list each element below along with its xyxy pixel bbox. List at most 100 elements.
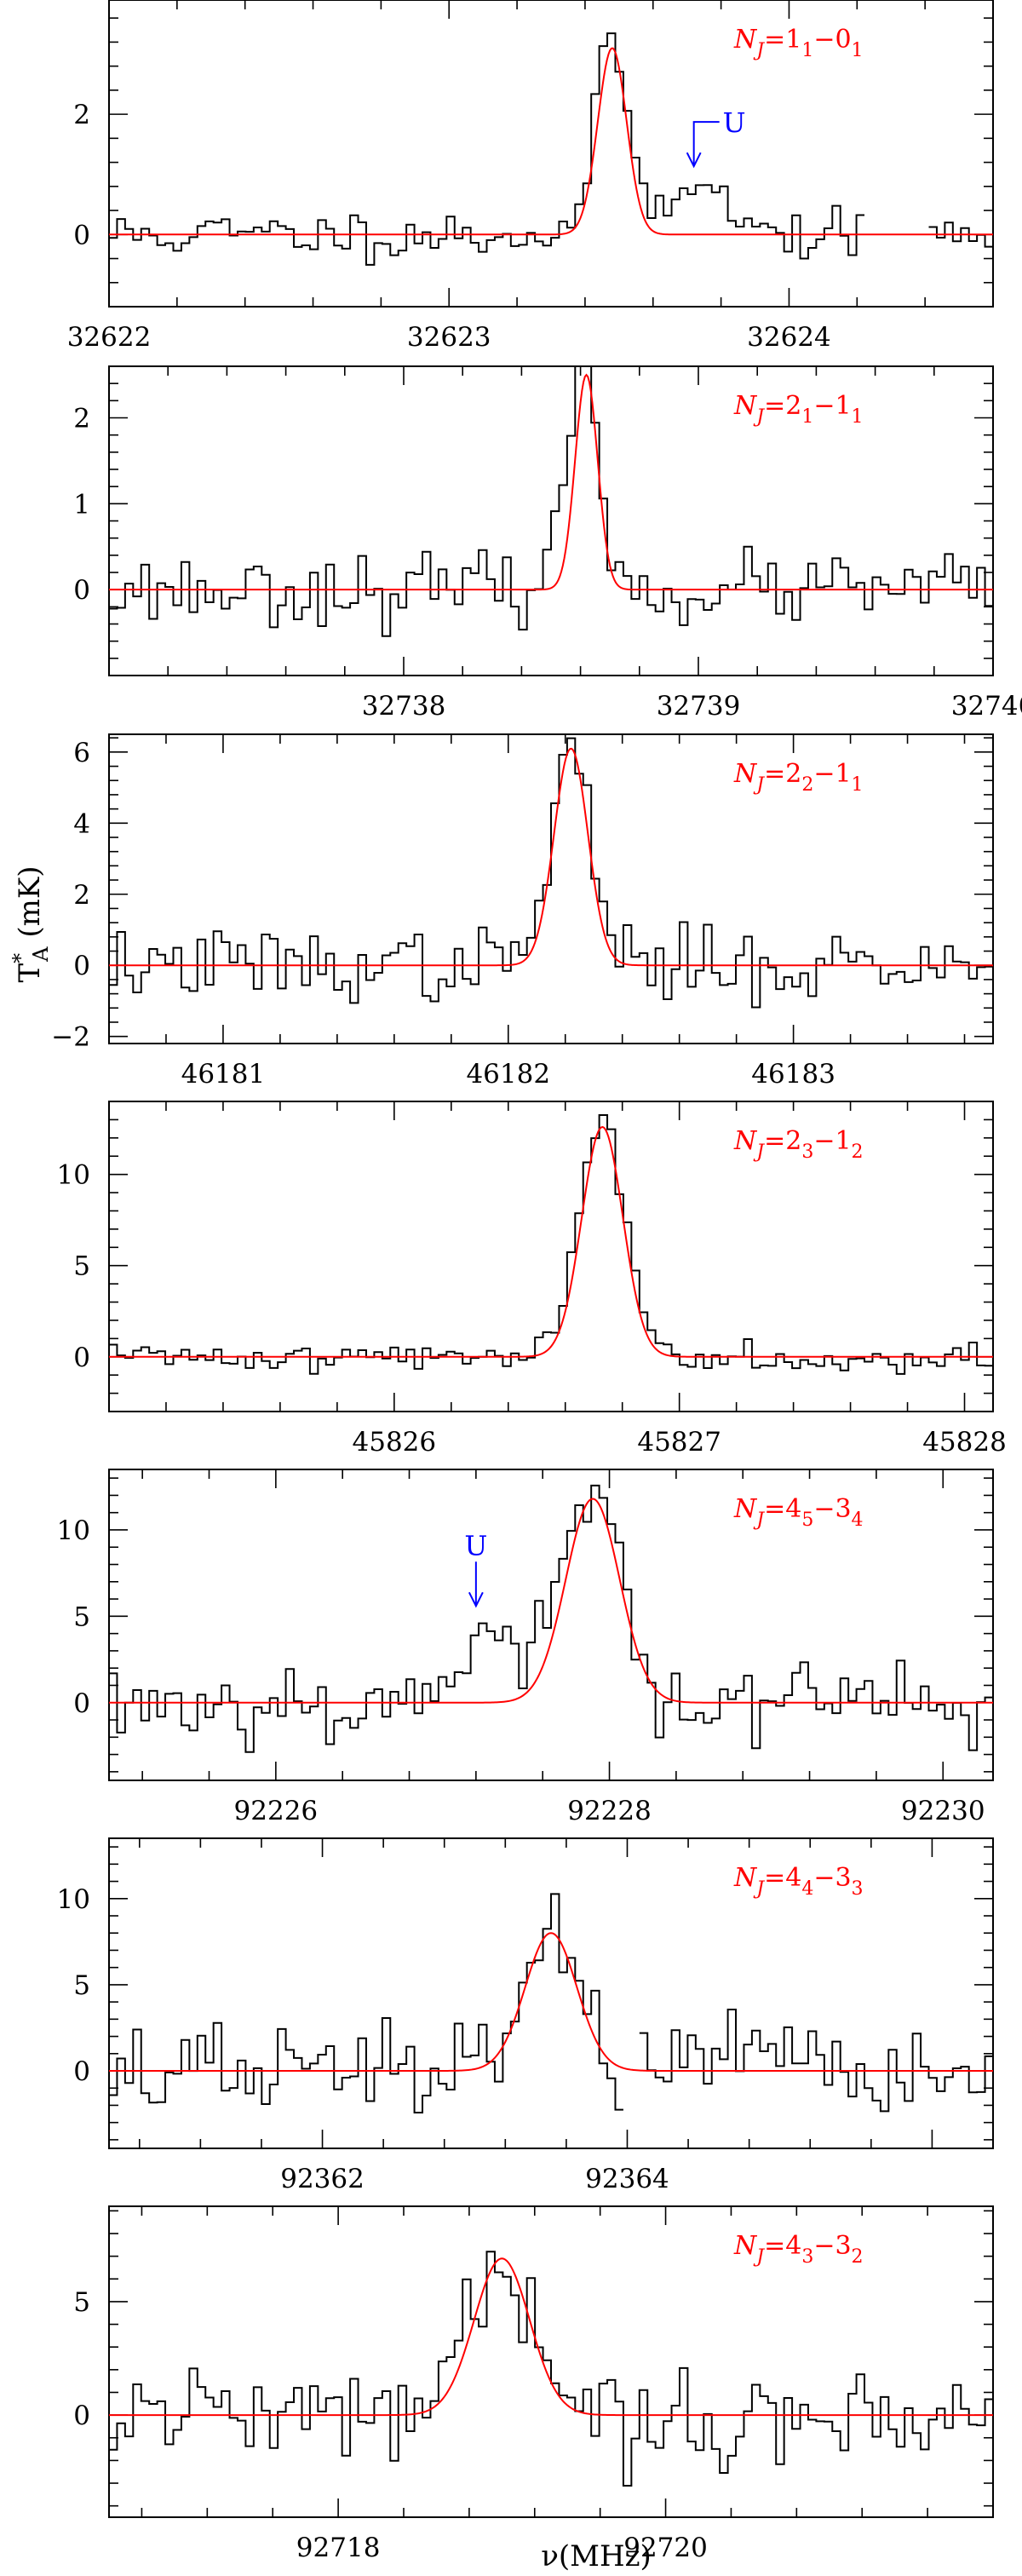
panel-frame — [108, 1837, 994, 2149]
transition-label-part: −1 — [813, 391, 851, 421]
gaussian-fit-line — [109, 747, 993, 967]
annotation-bracket — [692, 121, 720, 165]
transition-label-part: J — [753, 1509, 765, 1531]
transition-label-part: −1 — [813, 759, 851, 789]
transition-label-part: 1 — [852, 774, 864, 796]
transition-label: NJ=43−32 — [733, 2231, 864, 2268]
transition-label-part: 2 — [852, 1141, 864, 1163]
y-axis-title-main: T — [13, 963, 47, 983]
y-tick-label: 4 — [73, 808, 90, 839]
x-tick-label: 46181 — [181, 1059, 266, 1090]
x-tick-label: 92362 — [280, 2164, 365, 2194]
y-tick-label: 10 — [57, 1160, 90, 1191]
observed-spectrum-line — [109, 32, 993, 266]
transition-label-part: N — [733, 391, 758, 421]
annotation-label: U — [723, 106, 746, 139]
transition-label-part: 1 — [801, 40, 813, 61]
gaussian-fit-line — [109, 373, 993, 591]
x-tick-label: 92364 — [585, 2164, 669, 2194]
gaussian-fit-line — [109, 1498, 993, 1704]
y-tick-label: 2 — [73, 404, 90, 434]
transition-label-part: J — [753, 1141, 765, 1163]
transition-label-part: =2 — [764, 391, 801, 421]
y-tick-label: 0 — [73, 575, 90, 606]
x-tick-label: 32623 — [407, 322, 491, 353]
transition-label-part: J — [753, 40, 765, 61]
transition-label-part: N — [733, 2231, 758, 2261]
transition-label-part: 3 — [801, 1141, 813, 1163]
transition-label-part: 3 — [852, 1878, 864, 1900]
transition-label-part: J — [753, 406, 765, 428]
transition-label-part: =4 — [764, 2231, 801, 2261]
transition-label-part: N — [733, 1494, 758, 1524]
transition-label-part: 4 — [801, 1878, 813, 1900]
annotation-label: U — [464, 1529, 487, 1561]
spectrum-panel-6: 92362 92364 0 5 10 NJ=44−33 — [57, 1837, 994, 2194]
gaussian-fit-line — [109, 1125, 993, 1358]
y-axis-title-sub: A — [29, 946, 53, 963]
x-tick-label: 45826 — [353, 1427, 437, 1458]
y-tick-label: 0 — [73, 220, 90, 250]
transition-label-part: 4 — [852, 1509, 864, 1531]
gaussian-fit-line — [109, 1932, 993, 2072]
transition-label-part: −1 — [813, 1126, 851, 1156]
spectrum-panel-3: 46181 46182 46183 −2 0 2 4 6 NJ=22−11 — [51, 733, 994, 1090]
x-tick-label: 32622 — [67, 322, 152, 353]
spectrum-panel-7: 92718 92720 0 5 NJ=43−32 — [73, 2205, 994, 2563]
annotation-arrowhead — [686, 152, 702, 169]
transition-label-part: 1 — [852, 40, 864, 61]
panel-frame — [108, 2205, 994, 2518]
observed-spectrum-line — [109, 1484, 993, 1753]
x-tick-label: 92228 — [567, 1796, 652, 1826]
transition-label: NJ=45−34 — [733, 1494, 864, 1531]
transition-label: NJ=11−01 — [733, 25, 864, 61]
y-tick-label: 5 — [73, 1970, 90, 2001]
transition-label-part: 2 — [801, 774, 813, 796]
observed-spectrum-line — [109, 365, 993, 637]
panel-frame — [108, 733, 994, 1044]
transition-label-part: N — [733, 1863, 758, 1893]
observed-spectrum-line — [109, 2251, 993, 2487]
transition-label: NJ=22−11 — [733, 759, 864, 796]
transition-label-part: J — [753, 774, 765, 796]
x-tick-label: 32624 — [747, 322, 831, 353]
y-tick-label: 0 — [73, 2401, 90, 2431]
y-tick-label: 5 — [73, 1601, 90, 1632]
y-tick-label: 10 — [57, 1515, 90, 1546]
gaussian-fit-line — [109, 2257, 993, 2417]
transition-label-part: −0 — [813, 25, 851, 55]
observed-spectrum-line — [109, 1113, 993, 1375]
y-tick-label: 2 — [73, 100, 90, 130]
transition-label-part: =4 — [764, 1863, 801, 1893]
x-tick-label: 46183 — [751, 1059, 835, 1090]
transition-label-part: N — [733, 1126, 758, 1156]
transition-label-part: N — [733, 759, 758, 789]
transition-label: NJ=44−33 — [733, 1863, 864, 1900]
transition-label-part: 3 — [801, 2246, 813, 2268]
y-axis-title: T*A (mK) — [9, 865, 53, 982]
annotation-arrowhead — [468, 1591, 484, 1608]
y-axis-title-sup: * — [9, 953, 32, 963]
transition-label-part: =2 — [764, 759, 801, 789]
y-tick-label: 0 — [73, 951, 90, 981]
y-tick-label: −2 — [51, 1022, 90, 1053]
y-tick-label: 6 — [73, 738, 90, 768]
x-tick-label: 92226 — [234, 1796, 319, 1826]
spectrum-panel-4: 45826 45827 45828 0 5 10 NJ=23−12 — [57, 1101, 1007, 1458]
x-tick-label: 92718 — [296, 2533, 381, 2563]
transition-label-part: 2 — [852, 2246, 864, 2268]
x-tick-label: 46182 — [466, 1059, 550, 1090]
transition-label: NJ=23−12 — [733, 1126, 864, 1163]
x-tick-label: 45827 — [637, 1427, 721, 1458]
y-tick-label: 0 — [73, 1688, 90, 1719]
y-tick-label: 0 — [73, 1343, 90, 1373]
x-tick-label: 92230 — [901, 1796, 985, 1826]
transition-label-part: 5 — [801, 1509, 813, 1531]
y-tick-label: 10 — [57, 1884, 90, 1915]
y-tick-label: 1 — [73, 489, 90, 520]
